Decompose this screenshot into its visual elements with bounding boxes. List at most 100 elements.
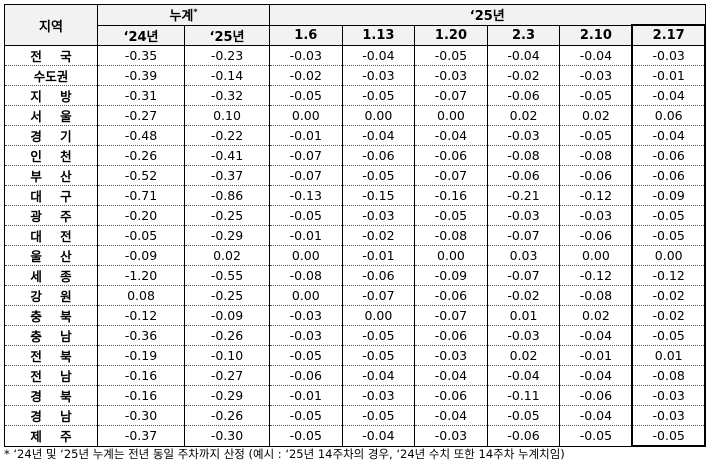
region-cell: 경 북 [4, 385, 98, 406]
table-row: 전 남 -0.16 -0.27 -0.06 -0.04 -0.04 -0.04 -0.04 -0… [4, 365, 706, 386]
value-cell: 0.01 [631, 345, 706, 366]
value-cell: -0.04 [341, 125, 416, 146]
value-cell: -0.36 [97, 325, 185, 346]
footnote-mark: * [193, 7, 198, 17]
value-cell: -0.02 [486, 65, 561, 86]
value-cell: -0.01 [269, 125, 343, 146]
header-row: 지역 누계* ‘25년 [4, 4, 706, 46]
table-row: 충 북 -0.12 -0.09 -0.03 0.00 -0.07 0.01 0.02 -0.02 [4, 305, 706, 326]
value-cell: 0.02 [486, 105, 561, 126]
value-cell: -0.25 [183, 285, 271, 306]
value-cell: 0.02 [486, 345, 561, 366]
value-cell: -0.26 [183, 325, 271, 346]
table-row: 부 산 -0.52 -0.37 -0.07 -0.05 -0.07 -0.06 -0.06 -0… [4, 165, 706, 186]
value-cell: -0.25 [183, 205, 271, 226]
region-cell: 전 북 [4, 345, 98, 366]
value-cell: -0.12 [559, 185, 633, 206]
value-cell: -0.05 [559, 125, 633, 146]
value-cell: -0.03 [269, 305, 343, 326]
value-cell: -0.04 [559, 325, 633, 346]
table-row: 경 북 -0.16 -0.29 -0.01 -0.03 -0.06 -0.11 -0.06 -0… [4, 385, 706, 406]
header-cell: 누계* [96, 4, 271, 26]
table-wrap: 지역 누계* ‘25년 ‘24년 ‘25년 1.6 1.13 1.20 2.3 2.10 2.… [4, 4, 706, 447]
value-cell: -0.20 [97, 205, 185, 226]
value-cell: -0.09 [631, 185, 706, 206]
value-cell: -0.32 [183, 85, 271, 106]
value-cell: -0.08 [269, 265, 343, 286]
value-cell: -0.06 [559, 165, 633, 186]
table-row: 인 천 -0.26 -0.41 -0.07 -0.06 -0.06 -0.08 -0.08 -0… [4, 145, 706, 166]
value-cell: -0.03 [414, 65, 488, 86]
header-cell: 1.6 [269, 24, 343, 46]
region-cell: 제 주 [4, 425, 98, 447]
value-cell: -0.07 [414, 165, 488, 186]
region-cell: 전 남 [4, 365, 98, 386]
value-cell: -0.05 [631, 205, 706, 226]
table-row: 세 종 -1.20 -0.55 -0.08 -0.06 -0.09 -0.07 -0.12 -0… [4, 265, 706, 286]
region-cell: 지 방 [4, 85, 98, 106]
header-cell: 2.3 [486, 24, 561, 46]
value-cell: 0.08 [97, 285, 185, 306]
value-cell: -0.19 [97, 345, 185, 366]
value-cell: -0.55 [183, 265, 271, 286]
value-cell: -0.04 [341, 425, 416, 447]
region-cell: 강 원 [4, 285, 98, 306]
value-cell: -0.01 [269, 225, 343, 246]
value-cell: 0.02 [559, 305, 633, 326]
value-cell: -0.05 [341, 345, 416, 366]
value-cell: 0.00 [559, 245, 633, 266]
value-cell: -0.04 [559, 405, 633, 426]
value-cell: 0.00 [269, 105, 343, 126]
value-cell: -0.52 [97, 165, 185, 186]
value-cell: -0.07 [414, 85, 488, 106]
value-cell: -0.06 [486, 165, 561, 186]
value-cell: -0.08 [414, 225, 488, 246]
region-cell: 서 울 [4, 105, 98, 126]
value-cell: -0.41 [183, 145, 271, 166]
value-cell: -0.04 [341, 45, 416, 66]
table-row: 울 산 -0.09 0.02 0.00 -0.01 0.00 0.03 0.00 0.00 [4, 245, 706, 266]
table-row: 대 전 -0.05 -0.29 -0.01 -0.02 -0.08 -0.07 -0.06 -0… [4, 225, 706, 246]
value-cell: -0.07 [486, 265, 561, 286]
value-cell: -0.06 [269, 365, 343, 386]
value-cell: -0.02 [269, 65, 343, 86]
value-cell: -0.11 [486, 385, 561, 406]
header-cell: ‘25년 [183, 24, 271, 46]
value-cell: -0.03 [631, 405, 706, 426]
value-cell: -0.04 [559, 365, 633, 386]
value-cell: -0.04 [341, 365, 416, 386]
value-cell: -0.09 [97, 245, 185, 266]
value-cell: -0.26 [97, 145, 185, 166]
value-cell: -0.07 [269, 165, 343, 186]
value-cell: -0.02 [631, 285, 706, 306]
value-cell: -0.05 [341, 325, 416, 346]
price-table: 지역 누계* ‘25년 ‘24년 ‘25년 1.6 1.13 1.20 2.3 2.10 2.… [4, 4, 706, 447]
value-cell: -0.04 [559, 45, 633, 66]
value-cell: -0.06 [414, 145, 488, 166]
value-cell: 0.02 [183, 245, 271, 266]
value-cell: -0.09 [414, 265, 488, 286]
value-cell: -0.04 [414, 365, 488, 386]
region-cell: 경 기 [4, 125, 98, 146]
table-row: 수도권 -0.39 -0.14 -0.02 -0.03 -0.03 -0.02 -0.03 -0… [4, 65, 706, 86]
table-row: 광 주 -0.20 -0.25 -0.05 -0.03 -0.05 -0.03 -0.03 -0… [4, 205, 706, 226]
value-cell: 0.06 [631, 105, 706, 126]
value-cell: -0.05 [559, 425, 633, 447]
table-row: 전 국 -0.35 -0.23 -0.03 -0.04 -0.05 -0.04 -0.04 -0… [4, 45, 706, 66]
value-cell: -0.07 [414, 305, 488, 326]
value-cell: -0.37 [183, 165, 271, 186]
value-cell: -0.06 [559, 385, 633, 406]
value-cell: -0.08 [631, 365, 706, 386]
value-cell: -0.06 [341, 145, 416, 166]
value-cell: -0.16 [97, 385, 185, 406]
value-cell: -0.06 [414, 325, 488, 346]
table-row: 대 구 -0.71 -0.86 -0.13 -0.15 -0.16 -0.21 -0.12 -0… [4, 185, 706, 206]
value-cell: -0.05 [269, 405, 343, 426]
value-cell: -0.06 [631, 165, 706, 186]
value-cell: -0.29 [183, 385, 271, 406]
value-cell: -0.29 [183, 225, 271, 246]
table-row: 지 방 -0.31 -0.32 -0.05 -0.05 -0.07 -0.06 -0.05 -0… [4, 85, 706, 106]
region-cell: 대 전 [4, 225, 98, 246]
value-cell: -0.05 [414, 205, 488, 226]
